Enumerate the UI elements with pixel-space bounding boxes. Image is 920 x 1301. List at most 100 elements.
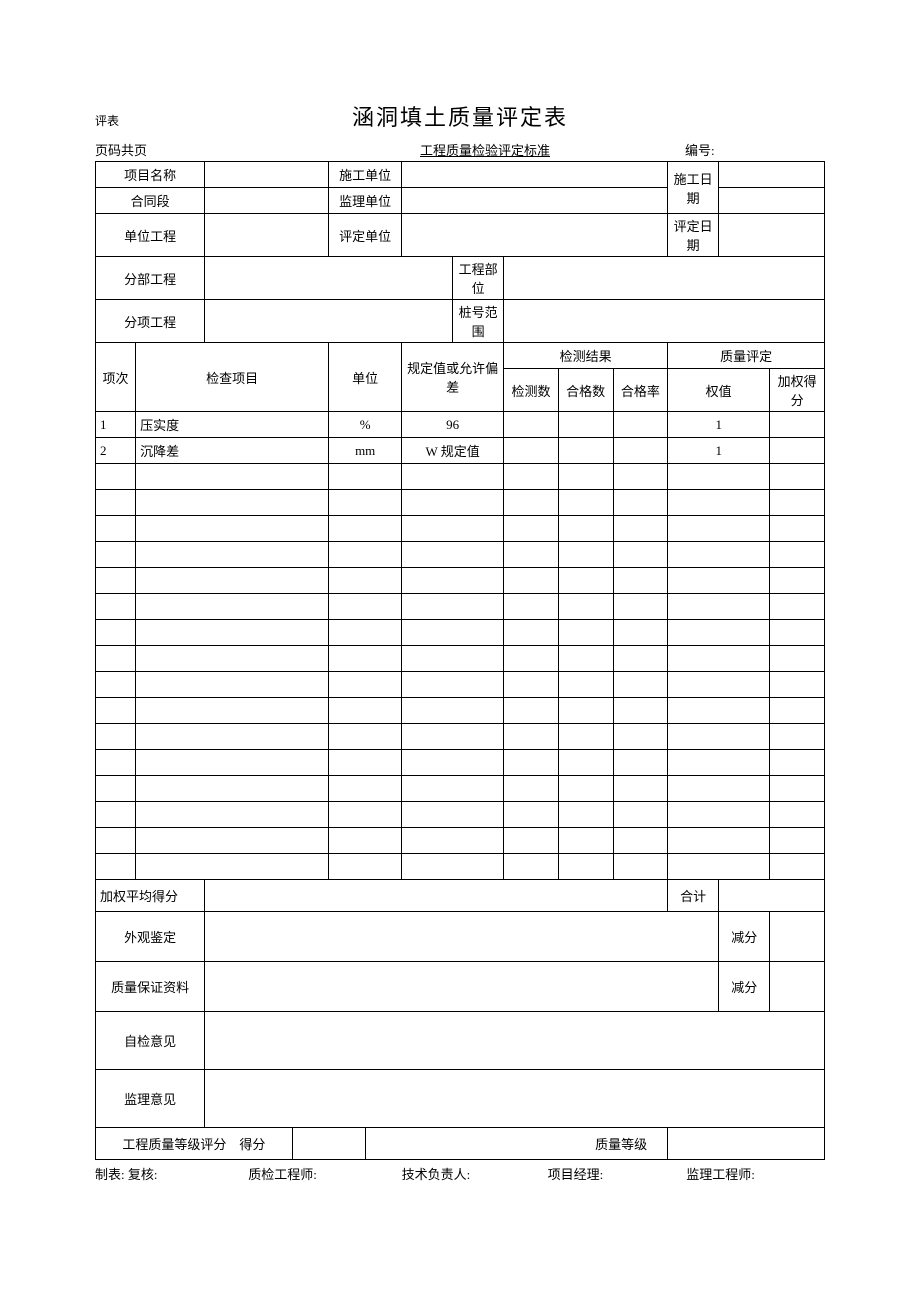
- row-weight: 1: [668, 412, 770, 438]
- row-item: 压实度: [136, 412, 329, 438]
- row-no: 2: [96, 438, 136, 464]
- number-label: 编号:: [635, 140, 825, 159]
- project-name-label: 项目名称: [96, 162, 205, 188]
- quality-grade-label: 质量等级: [365, 1128, 667, 1160]
- total-label: 合计: [668, 880, 719, 912]
- row-no: 1: [96, 412, 136, 438]
- unit-project-label: 单位工程: [96, 214, 205, 257]
- signature-row: 制表: 复核: 质检工程师: 技术负责人: 项目经理: 监理工程师:: [95, 1164, 825, 1183]
- empty-row: [96, 516, 825, 542]
- empty-row: [96, 646, 825, 672]
- cell: [205, 1012, 825, 1070]
- col-test-result: 检测结果: [504, 343, 668, 369]
- cell: [668, 1128, 825, 1160]
- sign-supervision-engineer: 监理工程师:: [686, 1164, 825, 1183]
- self-check-row: 自检意见: [96, 1012, 825, 1070]
- cell: [205, 880, 668, 912]
- empty-row: [96, 672, 825, 698]
- cell: [613, 438, 668, 464]
- quality-doc-row: 质量保证资料 减分: [96, 962, 825, 1012]
- deduct-label: 减分: [719, 912, 770, 962]
- sub-project-label: 分部工程: [96, 257, 205, 300]
- cell: [205, 214, 329, 257]
- cell: [205, 912, 719, 962]
- cell: [402, 188, 668, 214]
- sign-maker: 制表: 复核:: [95, 1164, 248, 1183]
- cell: [504, 412, 559, 438]
- self-check-label: 自检意见: [96, 1012, 205, 1070]
- evaluation-unit-label: 评定单位: [329, 214, 402, 257]
- row-spec: W 规定值: [402, 438, 504, 464]
- col-item-no: 项次: [96, 343, 136, 412]
- deduct-label: 减分: [719, 962, 770, 1012]
- cell: [558, 412, 613, 438]
- col-quality-eval: 质量评定: [668, 343, 825, 369]
- row-item: 沉降差: [136, 438, 329, 464]
- construction-unit-label: 施工单位: [329, 162, 402, 188]
- col-spec: 规定值或允许偏差: [402, 343, 504, 412]
- info-row: 单位工程 评定单位 评定日期: [96, 214, 825, 257]
- cell: [770, 438, 825, 464]
- item-project-label: 分项工程: [96, 300, 205, 343]
- empty-row: [96, 490, 825, 516]
- cell: [205, 1070, 825, 1128]
- data-row: 1 压实度 % 96 1: [96, 412, 825, 438]
- page-title: 涵洞填土质量评定表: [135, 100, 785, 132]
- row-weight: 1: [668, 438, 770, 464]
- empty-row: [96, 802, 825, 828]
- column-header-row: 项次 检查项目 单位 规定值或允许偏差 检测结果 质量评定: [96, 343, 825, 369]
- cell: [205, 188, 329, 214]
- cell: [504, 257, 825, 300]
- sign-qc-engineer: 质检工程师:: [248, 1164, 401, 1183]
- col-test-count: 检测数: [504, 369, 559, 412]
- cell: [504, 300, 825, 343]
- grade-label: 工程质量等级评分 得分: [96, 1128, 293, 1160]
- grade-row: 工程质量等级评分 得分 质量等级: [96, 1128, 825, 1160]
- col-weighted-score: 加权得分: [770, 369, 825, 412]
- cell: [719, 214, 825, 257]
- weighted-avg-label: 加权平均得分: [96, 880, 205, 912]
- contract-section-label: 合同段: [96, 188, 205, 214]
- quality-doc-label: 质量保证资料: [96, 962, 205, 1012]
- supervision-unit-label: 监理单位: [329, 188, 402, 214]
- page-number-label: 页码共页: [95, 140, 335, 159]
- construction-date-label: 施工日期: [668, 162, 719, 214]
- row-unit: mm: [329, 438, 402, 464]
- cell: [205, 962, 719, 1012]
- empty-row: [96, 542, 825, 568]
- appearance-row: 外观鉴定 减分: [96, 912, 825, 962]
- cell: [719, 188, 825, 214]
- row-unit: %: [329, 412, 402, 438]
- form-label: 评表: [95, 112, 135, 129]
- grade-label-text: 工程质量等级评分: [122, 1137, 226, 1152]
- cell: [292, 1128, 365, 1160]
- evaluation-date-label: 评定日期: [668, 214, 719, 257]
- cell: [205, 300, 453, 343]
- cell: [770, 912, 825, 962]
- cell: [402, 214, 668, 257]
- cell: [770, 962, 825, 1012]
- row-spec: 96: [402, 412, 504, 438]
- score-label-text: 得分: [239, 1137, 265, 1152]
- empty-row: [96, 620, 825, 646]
- empty-row: [96, 594, 825, 620]
- empty-row: [96, 724, 825, 750]
- cell: [504, 438, 559, 464]
- sign-pm: 项目经理:: [548, 1164, 687, 1183]
- col-weight: 权值: [668, 369, 770, 412]
- cell: [719, 880, 825, 912]
- empty-row: [96, 750, 825, 776]
- cell: [205, 257, 453, 300]
- data-row: 2 沉降差 mm W 规定值 1: [96, 438, 825, 464]
- cell: [402, 162, 668, 188]
- appearance-label: 外观鉴定: [96, 912, 205, 962]
- info-row: 分项工程 桩号范围: [96, 300, 825, 343]
- info-row: 项目名称 施工单位 施工日期: [96, 162, 825, 188]
- standard-label: 工程质量检验评定标准: [335, 140, 635, 159]
- project-part-label: 工程部位: [453, 257, 504, 300]
- supervision-opinion-label: 监理意见: [96, 1070, 205, 1128]
- col-check-item: 检查项目: [136, 343, 329, 412]
- weighted-avg-row: 加权平均得分 合计: [96, 880, 825, 912]
- cell: [719, 162, 825, 188]
- empty-row: [96, 776, 825, 802]
